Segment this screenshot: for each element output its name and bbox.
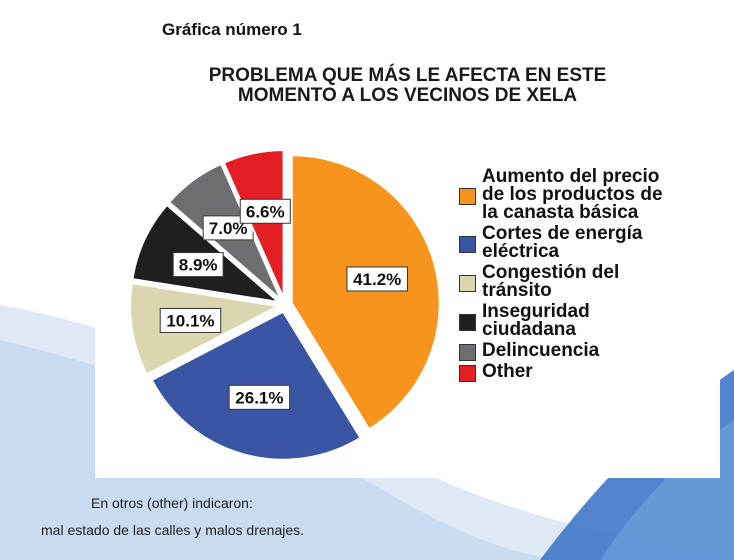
slice-value-label: 6.6% bbox=[246, 202, 285, 221]
legend-swatch bbox=[459, 343, 476, 361]
legend-label: tránsito bbox=[482, 280, 552, 301]
legend-swatch bbox=[459, 364, 476, 382]
slice-value-label: 8.9% bbox=[179, 256, 218, 275]
legend-swatch bbox=[459, 235, 476, 253]
legend-item: Congestión del tránsito bbox=[459, 262, 719, 301]
legend-label: Congestión del bbox=[482, 262, 620, 283]
slice-label-box bbox=[239, 198, 291, 224]
slice-value-label: 10.1% bbox=[166, 311, 214, 330]
footnote-line-1: En otros (other) indicaron: bbox=[91, 495, 253, 511]
slice-label-box bbox=[159, 307, 222, 333]
legend-item: Inseguridad ciudadana bbox=[459, 301, 719, 340]
legend-swatch bbox=[459, 313, 476, 331]
legend-item: Delincuencia bbox=[459, 340, 719, 361]
legend-label: Cortes de energía bbox=[482, 223, 643, 244]
chart-title-line-1: PROBLEMA QUE MÁS LE AFECTA EN ESTE bbox=[208, 65, 607, 86]
legend-label: la canasta básica bbox=[482, 202, 639, 223]
legend-item: Cortes de energía eléctrica bbox=[459, 223, 719, 262]
page-heading: Gráfica número 1 bbox=[162, 20, 302, 39]
slice-value-label: 41.2% bbox=[353, 270, 401, 289]
footnote-line-2: mal estado de las calles y malos drenaje… bbox=[41, 522, 305, 538]
legend-item: Aumento del precio de los productos de la … bbox=[459, 166, 719, 223]
slice-value-label: 26.1% bbox=[235, 388, 283, 407]
slice-label-box bbox=[172, 252, 224, 278]
slice-label-box bbox=[346, 266, 408, 292]
legend-label: de los productos de bbox=[482, 184, 663, 205]
legend-label: Inseguridad bbox=[482, 301, 590, 322]
legend-label: eléctrica bbox=[482, 241, 560, 262]
chart-panel: 41.2% 26.1% 10.1% 8.9% 7.0% 6.6% PROBLEMA QUE… bbox=[95, 58, 720, 478]
pie-chart: 41.2% 26.1% 10.1% 8.9% 7.0%6.6% bbox=[129, 149, 441, 461]
legend-swatch bbox=[459, 274, 476, 292]
legend-label: ciudadana bbox=[482, 319, 576, 340]
slice-value-label: 7.0% bbox=[209, 219, 248, 238]
chart-title-line-2: MOMENTO A LOS VECINOS DE XELA bbox=[237, 85, 578, 106]
legend-item: Other bbox=[459, 361, 719, 382]
legend-label: Other bbox=[482, 361, 533, 382]
legend-label: Aumento del precio bbox=[482, 166, 660, 187]
legend-label: Delincuencia bbox=[482, 340, 600, 361]
legend-swatch bbox=[459, 187, 476, 205]
pie-slice bbox=[222, 149, 285, 299]
slice-label-box bbox=[228, 384, 291, 410]
pie-slice bbox=[290, 154, 441, 431]
chart-legend: Aumento del precio de los productos de la … bbox=[459, 166, 719, 384]
